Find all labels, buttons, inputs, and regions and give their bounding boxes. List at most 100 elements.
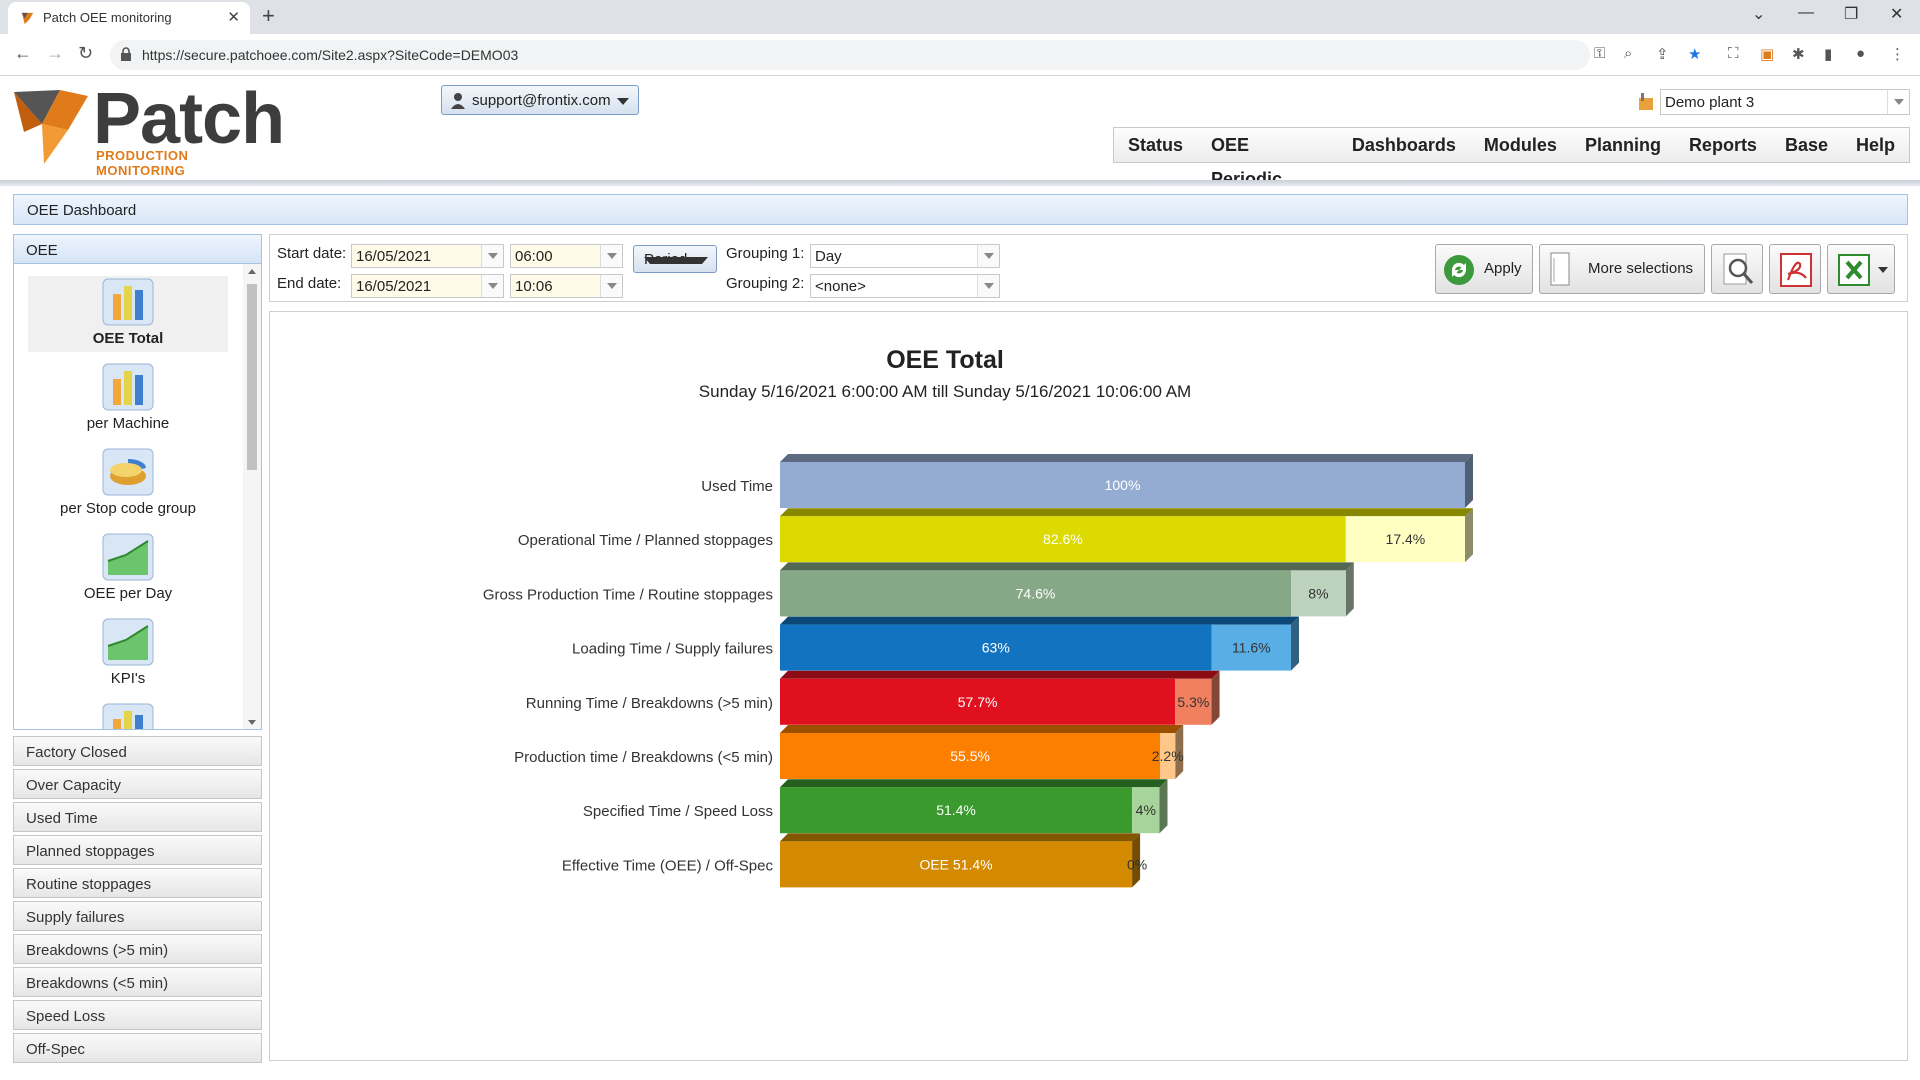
- patch-logo[interactable]: Patch PRODUCTION MONITORING: [8, 79, 285, 178]
- key-icon[interactable]: ⚿: [1594, 45, 1606, 62]
- user-menu-button[interactable]: support@frontix.com: [441, 85, 639, 115]
- end-date-field[interactable]: 16/05/2021: [351, 274, 504, 298]
- start-time-field[interactable]: 06:00: [510, 244, 623, 268]
- chevron-down-icon[interactable]: [1878, 267, 1888, 273]
- plant-selector[interactable]: Demo plant 3: [1638, 89, 1910, 115]
- refresh-icon: [1444, 255, 1474, 285]
- factory-icon: [1639, 93, 1653, 110]
- more-selections-button[interactable]: More selections: [1539, 244, 1705, 294]
- nav-dashboards[interactable]: Dashboards: [1351, 135, 1456, 155]
- header-divider: [0, 180, 1920, 186]
- section-speed-loss[interactable]: Speed Loss: [13, 1000, 262, 1030]
- chevron-down-icon[interactable]: [977, 275, 999, 297]
- grouping1-select[interactable]: Day: [810, 244, 1000, 268]
- section-supply-failures[interactable]: Supply failures: [13, 901, 262, 931]
- section-off-spec[interactable]: Off-Spec: [13, 1033, 262, 1063]
- section-used-time[interactable]: Used Time: [13, 802, 262, 832]
- export-excel-button[interactable]: [1827, 244, 1895, 294]
- section-label: Speed Loss: [26, 1008, 106, 1025]
- bar-segment-loss: [1160, 733, 1176, 779]
- oe-panel-title: OEE: [26, 242, 58, 259]
- report-tile-oee-per-day[interactable]: OEE per Day: [28, 531, 228, 607]
- oe-panel-header[interactable]: OEE: [13, 234, 262, 264]
- close-window-icon[interactable]: ✕: [1890, 6, 1904, 23]
- forward-icon[interactable]: →: [46, 43, 64, 63]
- nav-planning[interactable]: Planning: [1584, 135, 1661, 155]
- share-icon[interactable]: ⇪: [1656, 46, 1669, 63]
- preview-button[interactable]: [1711, 244, 1763, 294]
- apply-button[interactable]: Apply: [1435, 244, 1533, 294]
- chevron-down-icon[interactable]: [600, 245, 622, 267]
- nav-reports[interactable]: Reports: [1688, 135, 1757, 155]
- minimize-icon[interactable]: —: [1798, 4, 1814, 21]
- section-label: Routine stoppages: [26, 876, 152, 893]
- scroll-down-icon[interactable]: [248, 720, 256, 725]
- chevron-down-icon[interactable]: [977, 245, 999, 267]
- export-pdf-button[interactable]: [1769, 244, 1821, 294]
- zoom-icon[interactable]: ⌕: [1624, 45, 1633, 62]
- period-button[interactable]: Period: [633, 245, 717, 273]
- tab-search-icon[interactable]: ⌄: [1752, 6, 1766, 23]
- report-tile-kpis[interactable]: KPI's: [28, 616, 228, 692]
- section-label: Breakdowns (>5 min): [26, 942, 169, 959]
- browser-menu-icon[interactable]: ⋮: [1890, 46, 1905, 63]
- report-list-scrollbar[interactable]: [243, 264, 261, 729]
- nav-modules[interactable]: Modules: [1483, 135, 1557, 155]
- data-label-main: 57.7%: [958, 694, 998, 710]
- nav-status[interactable]: Status: [1128, 135, 1184, 155]
- side-panel-icon[interactable]: ▮: [1824, 46, 1833, 63]
- section-breakdowns-under-5[interactable]: Breakdowns (<5 min): [13, 967, 262, 997]
- data-label-loss: 0%: [1127, 856, 1147, 872]
- bar-side-face: [1291, 616, 1300, 671]
- nav-help[interactable]: Help: [1855, 135, 1895, 155]
- nav-base[interactable]: Base: [1784, 135, 1828, 155]
- grouping2-select[interactable]: <none>: [810, 274, 1000, 298]
- nav-oee-periodic[interactable]: OEE Periodic: [1211, 135, 1283, 189]
- bar-segment-main: [780, 570, 1292, 617]
- report-tile-label: KPI's: [110, 670, 146, 687]
- back-icon[interactable]: ←: [14, 43, 32, 63]
- bar-segment-loss: [1211, 624, 1292, 671]
- bar-segment-main: [780, 841, 1133, 888]
- section-breakdowns-over-5[interactable]: Breakdowns (>5 min): [13, 934, 262, 964]
- chevron-down-icon[interactable]: [600, 275, 622, 297]
- bar-side-face: [1132, 833, 1141, 888]
- end-date-value: 16/05/2021: [356, 278, 432, 295]
- scrollbar-thumb[interactable]: [247, 284, 257, 470]
- close-tab-icon[interactable]: ✕: [227, 9, 240, 26]
- end-time-field[interactable]: 10:06: [510, 274, 623, 298]
- start-date-field[interactable]: 16/05/2021: [351, 244, 504, 268]
- chevron-down-icon[interactable]: [481, 245, 503, 267]
- bookmark-star-icon[interactable]: ★: [1688, 46, 1702, 63]
- bar-side-face: [1345, 562, 1354, 617]
- report-tile-oee-total[interactable]: OEE Total: [28, 276, 228, 352]
- section-routine-stoppages[interactable]: Routine stoppages: [13, 868, 262, 898]
- grouping1-label: Grouping 1:: [726, 245, 805, 262]
- extensions-puzzle-icon[interactable]: ✱: [1792, 46, 1805, 63]
- section-over-capacity[interactable]: Over Capacity: [13, 769, 262, 799]
- restore-icon[interactable]: ❐: [1844, 6, 1859, 23]
- section-factory-closed[interactable]: Factory Closed: [13, 736, 262, 766]
- user-email: support@frontix.com: [472, 92, 611, 109]
- screenshot-icon[interactable]: ⛶: [1728, 45, 1739, 62]
- chevron-down-icon[interactable]: [1887, 90, 1909, 114]
- extension-rss-icon[interactable]: ▣: [1760, 46, 1775, 63]
- chevron-down-icon[interactable]: [481, 275, 503, 297]
- scroll-up-icon[interactable]: [248, 269, 256, 274]
- section-planned-stoppages[interactable]: Planned stoppages: [13, 835, 262, 865]
- url-field[interactable]: https://secure.patchoee.com/Site2.aspx?S…: [110, 40, 1590, 70]
- new-tab-icon[interactable]: +: [262, 3, 275, 28]
- report-tile-per-stop-code-group[interactable]: per Stop code group: [28, 446, 228, 522]
- data-label-main: 55.5%: [950, 748, 990, 764]
- profile-icon[interactable]: ●: [1856, 45, 1866, 62]
- browser-tab[interactable]: Patch OEE monitoring ✕: [8, 2, 250, 34]
- plant-dropdown[interactable]: Demo plant 3: [1660, 89, 1910, 115]
- reload-icon[interactable]: ↻: [78, 43, 94, 63]
- report-tile-label: per Machine: [86, 415, 170, 432]
- tab-title: Patch OEE monitoring: [43, 10, 172, 25]
- report-tile-per-machine[interactable]: per Machine: [28, 361, 228, 437]
- bar-top-face: [780, 779, 1168, 788]
- bar-top-face: [780, 670, 1220, 679]
- report-tile-partial[interactable]: [28, 701, 228, 729]
- data-label-loss: 11.6%: [1232, 640, 1271, 656]
